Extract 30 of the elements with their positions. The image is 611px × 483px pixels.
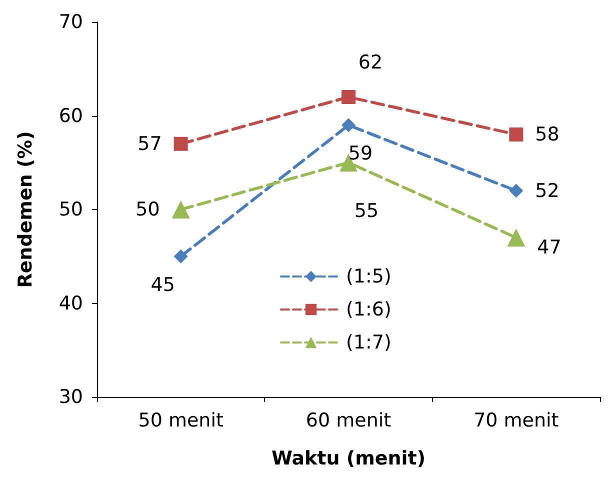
data-label: 58: [535, 124, 560, 146]
data-label: 55: [354, 200, 379, 222]
point: [509, 184, 524, 198]
point: [342, 90, 356, 104]
x-tick-label: 50 menit: [138, 410, 224, 432]
point: [174, 249, 188, 264]
data-label: 62: [358, 52, 383, 74]
y-tick-label: 60: [58, 104, 83, 127]
point: [174, 136, 188, 151]
legend-label: (1:6): [346, 298, 392, 320]
data-label: 52: [535, 180, 560, 202]
data-label: 47: [537, 236, 562, 259]
data-label: 59: [348, 142, 373, 165]
y-tick-label: 30: [58, 386, 83, 408]
y-tick-label: 40: [58, 292, 83, 314]
y-axis-title: Rendemen (%): [14, 131, 36, 288]
point: [507, 228, 526, 247]
data-label: 45: [150, 274, 175, 296]
x-tick-label: 70 menit: [474, 410, 559, 432]
y-tick-label: 70: [58, 11, 83, 33]
point: [342, 118, 356, 132]
x-tick-label: 60 menit: [306, 410, 392, 432]
x-axis-title: Waktu (menit): [271, 448, 426, 470]
y-tick-label: 50: [58, 198, 83, 220]
point: [509, 128, 524, 142]
data-label: 57: [138, 132, 162, 155]
point: [172, 200, 190, 218]
legend-label: (1:5): [346, 266, 392, 288]
data-label: 50: [136, 198, 160, 220]
legend-label: (1:7): [346, 332, 392, 354]
